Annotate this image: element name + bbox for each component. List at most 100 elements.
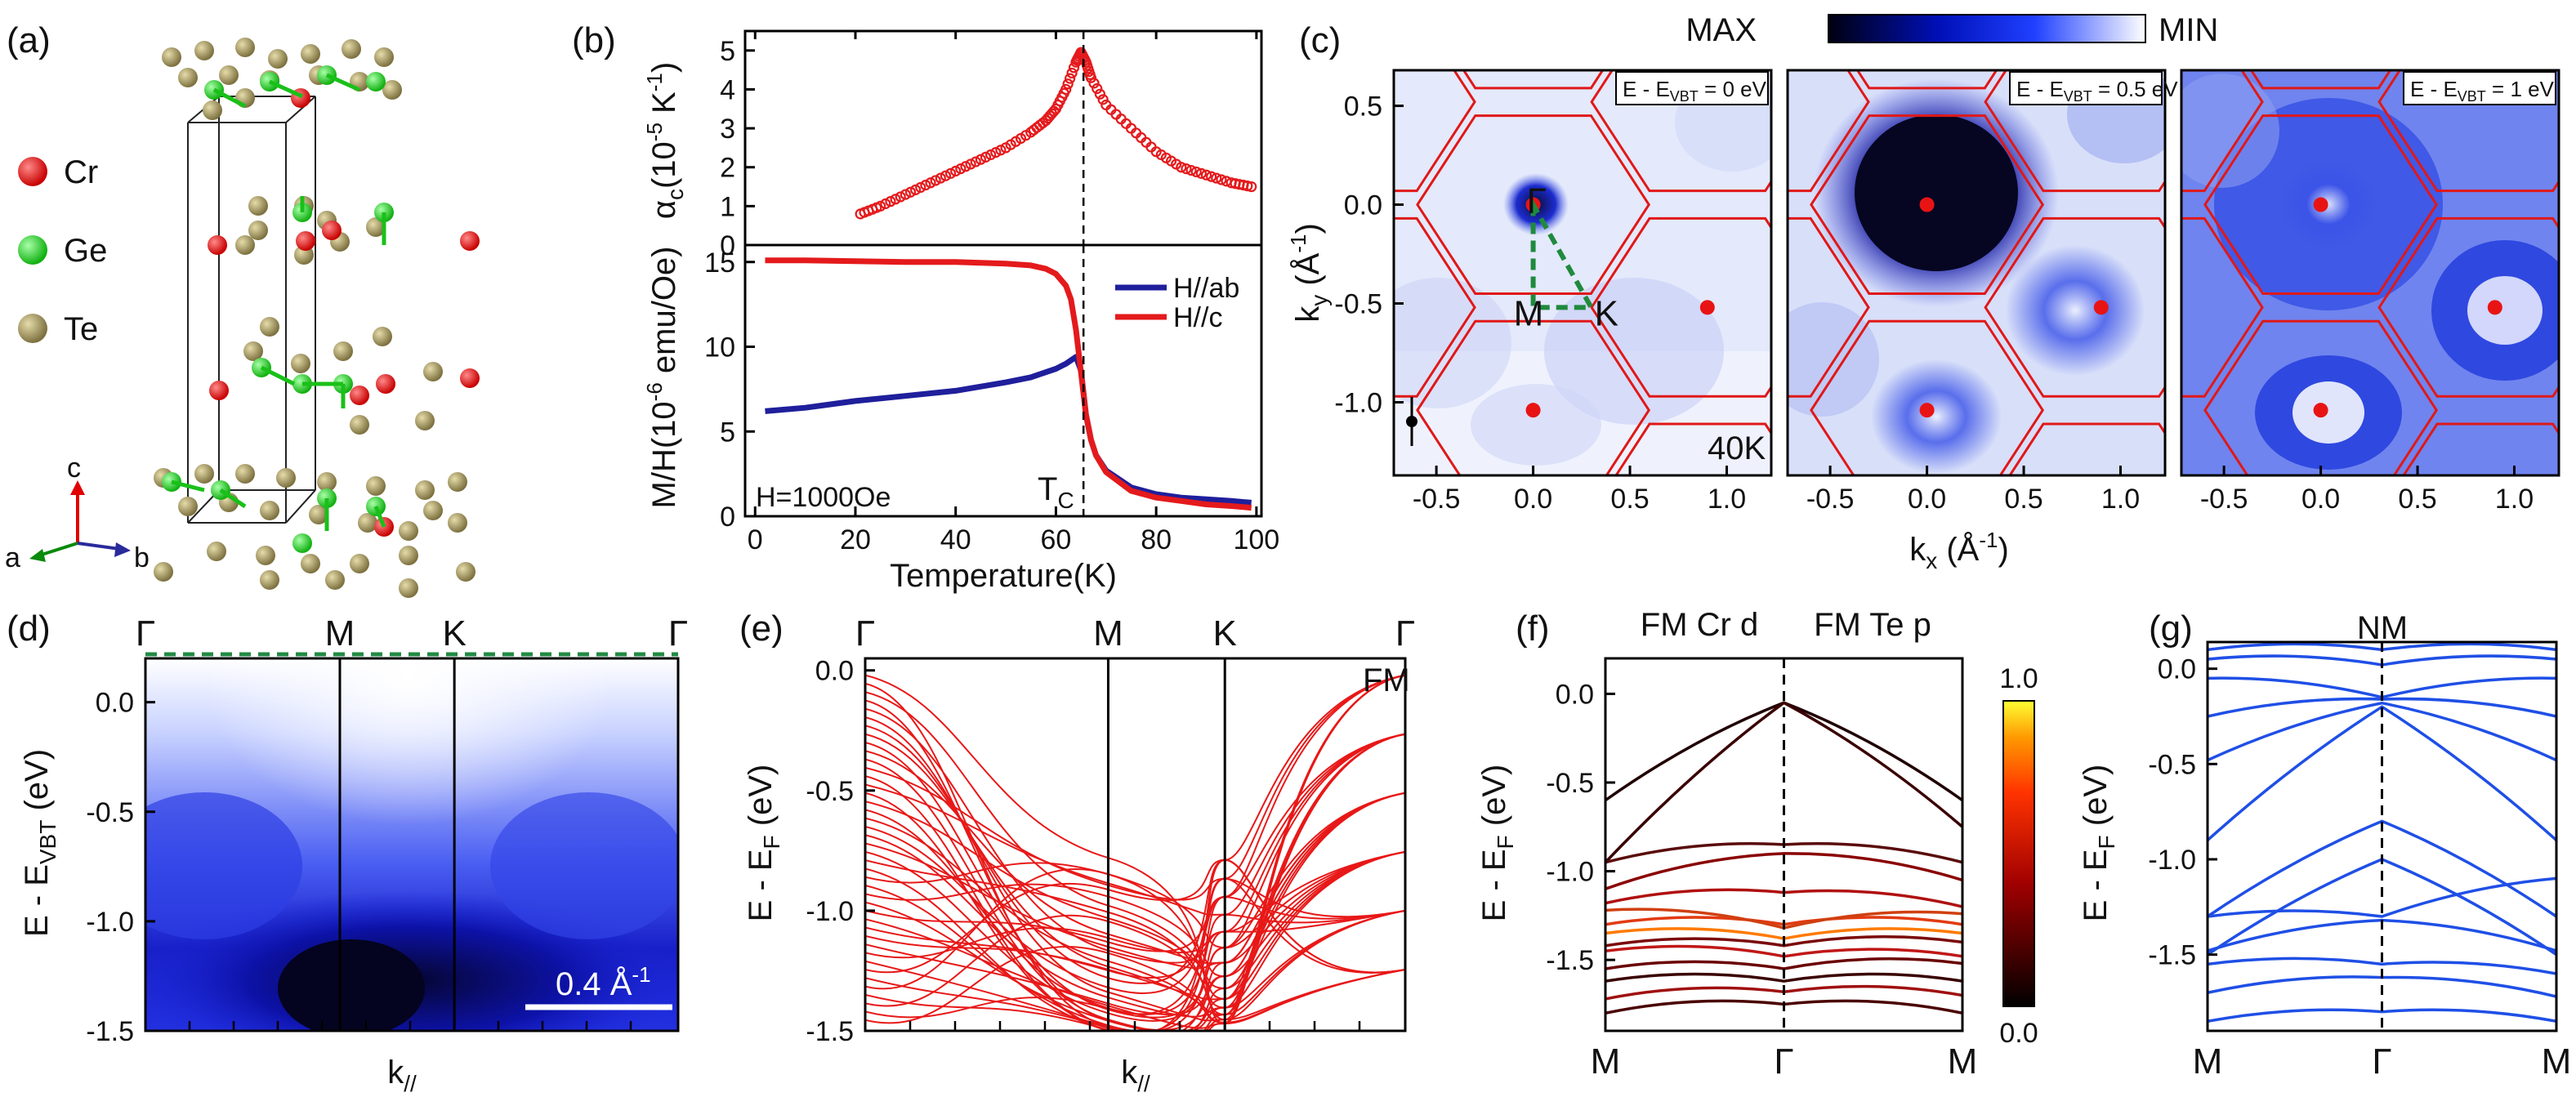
fm-band-line xyxy=(865,733,1405,1031)
f-overlay: 0.0 -0.5 -1.0 -1.5 M Γ M xyxy=(1546,658,1977,1081)
energy-tag-sub: VBT xyxy=(1670,88,1699,105)
crystal-structure xyxy=(154,38,480,598)
b-alpha-point xyxy=(875,200,886,212)
panel-a-label: (a) xyxy=(7,20,51,60)
f-title-right: FM Te p xyxy=(1814,607,1931,643)
fm-band-line xyxy=(865,858,1405,974)
bz-hexagon xyxy=(1855,70,1998,90)
b-alpha-point xyxy=(890,194,901,205)
panel-e-label: (e) xyxy=(739,609,784,649)
b-alpha-point xyxy=(1200,169,1212,181)
kpoint-label: M xyxy=(1948,1041,1978,1081)
c-xtick-label: 0.0 xyxy=(2301,484,2340,515)
b-bottom-ylabel: M/H(10-6 emu/Oe) xyxy=(642,247,682,509)
panel-d-label: (d) xyxy=(7,609,51,649)
band-ytick-label: -1.0 xyxy=(2148,845,2196,876)
nm-band-line xyxy=(2208,876,2556,918)
nm-band-line xyxy=(2208,819,2556,918)
cr-atom xyxy=(350,386,369,405)
fm-band-line xyxy=(865,674,1405,979)
b-alpha-point xyxy=(985,149,997,161)
b-xlabel: Temperature(K) xyxy=(890,558,1117,594)
ge-legend-label: Ge xyxy=(64,233,107,269)
colorbar-min-label: MIN xyxy=(2159,12,2218,48)
g-title: NM xyxy=(2357,610,2408,646)
energy-tag: E - EVBT = 0 eV xyxy=(1623,77,1767,105)
te-atom xyxy=(350,415,369,435)
te-atom xyxy=(219,65,239,85)
ge-atom xyxy=(366,72,386,91)
gamma-point-marker xyxy=(1919,197,1935,212)
panel-e: (e) 0.0 -0.5 -1.0 -1.5 Γ M K Γ FM k// E - EF (e… xyxy=(739,609,1415,1096)
bz-hexagon xyxy=(1394,70,1476,193)
b-bot-ytick-label: 5 xyxy=(720,417,735,448)
te-atom xyxy=(203,100,222,120)
b-alpha-point xyxy=(1065,73,1076,84)
b-bot-ytick-label: 10 xyxy=(704,332,735,363)
projected-band-line xyxy=(1605,701,1962,802)
axis-a-label: a xyxy=(5,542,20,573)
cr-atom xyxy=(376,374,395,394)
energy-tag-main: E - E xyxy=(1623,77,1670,101)
te-atom xyxy=(301,44,320,64)
unit-cell-edge xyxy=(285,489,316,524)
f-colorbar-max: 1.0 xyxy=(1999,663,2038,694)
c-xtick-label: 0.5 xyxy=(1610,484,1649,515)
te-atom xyxy=(178,68,198,87)
gamma-point-marker xyxy=(1699,300,1715,315)
band-ytick-label: -1.5 xyxy=(806,1016,854,1047)
b-alpha-point xyxy=(940,170,952,181)
fm-band-line xyxy=(865,674,1405,1031)
ge-te-bond xyxy=(268,79,304,99)
b-alpha-point xyxy=(1195,167,1207,179)
bz-hexagon xyxy=(1810,114,2045,295)
band-ytick-label: -0.5 xyxy=(2148,749,2196,780)
b-alpha-point xyxy=(1066,67,1078,79)
band-ytick-label: -1.0 xyxy=(1546,857,1594,888)
b-bot-ytick-label: 15 xyxy=(704,248,735,279)
te-atom xyxy=(366,476,386,496)
b-alpha-point xyxy=(950,165,962,177)
kpoint-label: K xyxy=(1213,613,1237,653)
c-xtick-label: 1.0 xyxy=(1708,484,1746,515)
cr-atom xyxy=(460,231,480,251)
f-colorbar-min: 0.0 xyxy=(1999,1018,2038,1049)
b-series-H//c xyxy=(765,257,1252,511)
nm-band-line xyxy=(2208,957,2556,975)
fermi-map-1ev-frame xyxy=(2180,69,2560,477)
b-field-annotation: H=1000Oe xyxy=(756,482,891,513)
d-xlabel: k// xyxy=(387,1055,417,1096)
gamma-label: Γ xyxy=(1527,181,1547,221)
te-atom xyxy=(301,554,320,573)
fm-band-line xyxy=(865,792,1405,1016)
ge-legend-marker xyxy=(18,235,47,265)
fm-band-line xyxy=(865,682,1405,1031)
bz-hexagon xyxy=(1984,216,2165,398)
te-legend-label: Te xyxy=(64,311,98,347)
b-alpha-point xyxy=(1062,78,1074,90)
d-scalebar-label: 0.4 Å-1 xyxy=(556,962,651,1002)
arpes-spectrum xyxy=(145,658,678,1031)
b-alpha-point xyxy=(900,189,911,200)
b-alpha-point xyxy=(915,181,926,194)
bz-hexagon xyxy=(1788,70,1870,193)
te-atom xyxy=(178,497,198,516)
te-atom xyxy=(399,578,418,598)
fermi-map-0p5ev-frame xyxy=(1786,69,2167,477)
b-alpha-point xyxy=(1092,83,1103,95)
b-alpha-point xyxy=(960,161,971,172)
e-overlay: 0.0 -0.5 -1.0 -1.5 Γ M K Γ xyxy=(806,613,1415,1047)
g-overlay: 0.0 -0.5 -1.0 -1.5 M Γ M xyxy=(2148,642,2571,1081)
ge-te-bond xyxy=(219,488,247,509)
g-ylabel: E - EF (eV) xyxy=(2078,765,2119,922)
b-top-ytick-label: 5 xyxy=(720,36,735,67)
te-atom xyxy=(333,341,353,361)
b-bot-ytick-label: 0 xyxy=(720,502,735,533)
te-atom xyxy=(309,505,328,524)
crystal-axes: c a b xyxy=(5,453,150,573)
fm-band-line xyxy=(865,733,1405,1001)
legend-h-c-label: H//c xyxy=(1173,302,1222,333)
b-xtick-label: 60 xyxy=(1041,524,1072,555)
